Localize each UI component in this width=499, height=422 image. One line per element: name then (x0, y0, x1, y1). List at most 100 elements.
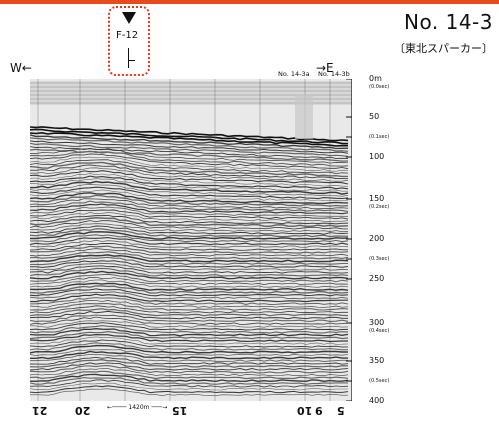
reflector-line (30, 206, 349, 217)
reflector-line (30, 377, 348, 385)
reflector-line (30, 359, 349, 368)
reflector-line (30, 131, 349, 147)
reflector-line (30, 223, 349, 233)
fault-label: F-12 (116, 30, 139, 41)
reflector-line (30, 356, 349, 365)
reflector-line (30, 200, 349, 212)
reflector-line (30, 198, 349, 210)
cross-line-label-a: No. 14-3a (278, 70, 310, 78)
reflector-line (30, 344, 348, 354)
shot-grid-lines (37, 79, 331, 401)
reflector-line (30, 353, 348, 362)
scale-bar-value: 1420m (128, 404, 150, 411)
reflector-line (30, 328, 349, 337)
reflector-line (30, 320, 349, 328)
depth-axis-ticks (346, 79, 352, 401)
reflector-line (30, 256, 348, 266)
reflector-line (30, 128, 349, 145)
reflector-line (30, 192, 349, 205)
reflector-line (30, 164, 349, 180)
fault-tick-vertical (128, 48, 129, 68)
shot-point-label: 9 (315, 404, 323, 417)
reflector-line (30, 170, 349, 185)
reflector-line (30, 214, 349, 225)
depth-time-value: (0.0sec) (369, 84, 390, 90)
reflector-line (30, 153, 349, 170)
reflector-line (30, 248, 349, 257)
depth-value: 50 (369, 112, 380, 121)
fault-marker-triangle-icon (122, 12, 136, 24)
reflector-line (30, 178, 348, 192)
reflector-line (30, 267, 349, 277)
reflector-line (30, 228, 349, 238)
reflector-line (30, 316, 349, 325)
reflector-line (30, 373, 349, 382)
reflector-line (30, 382, 348, 391)
reflector-line (30, 303, 349, 311)
shot-point-label: 20 (75, 404, 91, 417)
reflector-line (30, 293, 348, 303)
reflector-line (30, 370, 349, 380)
reflector-line (30, 362, 349, 371)
reflector-line (30, 300, 349, 308)
depth-time-value: (0.5sec) (369, 378, 390, 384)
reflector-line (30, 220, 349, 230)
reflector-line (30, 209, 349, 220)
reflector-line (30, 260, 349, 268)
reflector-line (30, 231, 349, 240)
reflector-line (30, 349, 349, 357)
reflector-line (30, 161, 348, 178)
reflector-line (30, 279, 349, 288)
shot-point-label: 21 (32, 404, 48, 417)
reflector-line (30, 336, 349, 345)
survey-subtitle: 〔東北スパーカー〕 (394, 42, 493, 55)
reflector-line (30, 325, 349, 334)
reflector-line (30, 137, 349, 152)
reflector-line (30, 251, 349, 260)
reflector-line (30, 186, 349, 200)
reflector-line (30, 314, 349, 322)
depth-time-value: (0.3sec) (369, 256, 390, 262)
reflector-line (30, 285, 349, 294)
cross-line-label-b: No. 14-3b (318, 70, 350, 78)
fault-highlight-box: F-12 (108, 6, 150, 76)
east-direction-label: →E (316, 61, 334, 75)
depth-value: 400 (369, 396, 385, 405)
shot-point-label: 5 (337, 404, 345, 417)
depth-value: 300 (369, 318, 385, 327)
depth-label: (0.5sec) (369, 377, 389, 385)
reflector-line (30, 282, 349, 291)
depth-label: 100 (369, 153, 384, 161)
reflector-line (30, 322, 349, 331)
depth-value: 350 (369, 356, 385, 365)
reflector-line (30, 148, 349, 164)
depth-label: (0.3sec) (369, 255, 389, 263)
depth-value: 250 (369, 274, 385, 283)
depth-label: 0m (0.0sec) (369, 75, 389, 91)
reflector-line (30, 234, 349, 243)
depth-value: 150 (369, 194, 385, 203)
bright-zone (295, 94, 313, 139)
depth-label: (0.1sec) (369, 133, 389, 141)
seismic-reflectors (30, 126, 349, 397)
depth-label: 400 (369, 397, 384, 405)
reflector-line (30, 273, 349, 283)
reflector-line (30, 262, 349, 271)
reflector-line (30, 239, 349, 248)
reflector-line (30, 305, 348, 314)
reflector-line (30, 245, 349, 254)
depth-label: 50 (369, 113, 379, 121)
shot-point-label: 10 (297, 404, 313, 417)
reflector-line (30, 150, 349, 167)
reflector-line (30, 365, 349, 374)
reflector-line (30, 368, 349, 377)
fault-tick-horizontal (128, 60, 135, 61)
reflector-line (30, 175, 349, 190)
reflector-line (30, 291, 349, 300)
top-accent-bar (0, 0, 499, 4)
reflector-line (30, 297, 349, 306)
shot-point-label: 15 (172, 404, 188, 417)
depth-label: 200 (369, 235, 384, 243)
reflector-line (30, 142, 349, 158)
reflector-line (30, 189, 349, 202)
